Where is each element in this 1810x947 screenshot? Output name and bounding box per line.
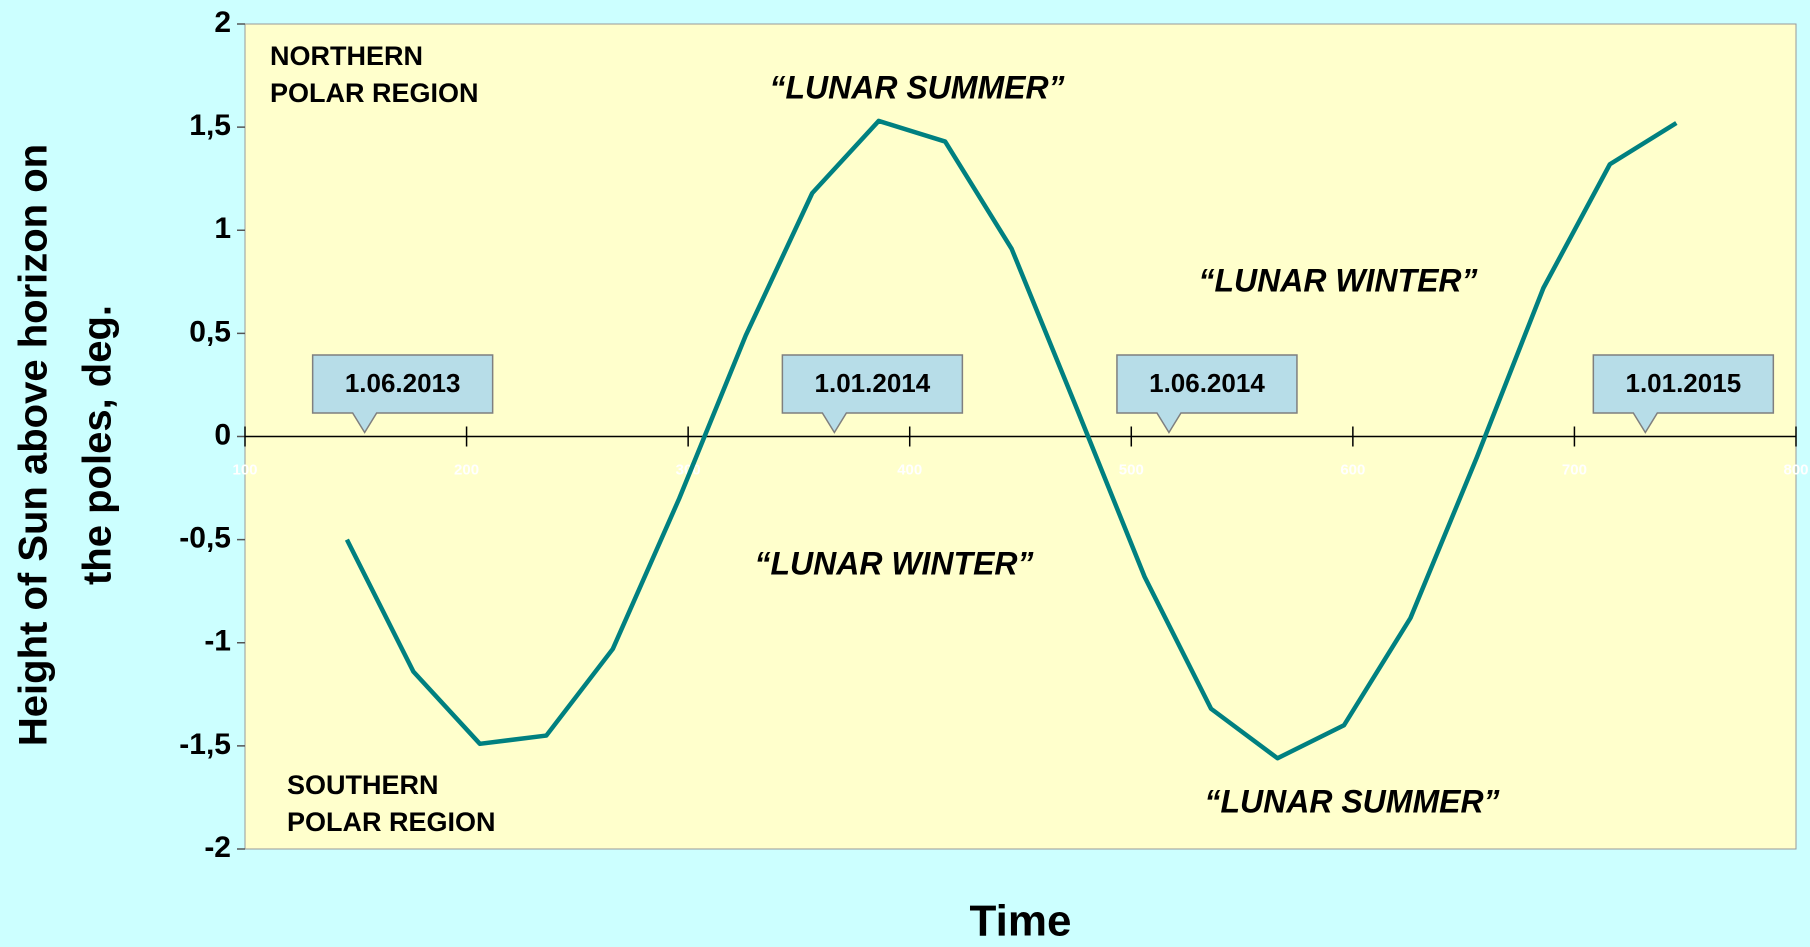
y-axis-title: the poles, deg. [76,305,120,585]
x-tick-label: 700 [1562,461,1587,478]
x-tick-label: 500 [1119,461,1144,478]
y-tick-label: -1,5 [179,728,231,761]
y-tick-label: -0,5 [179,522,231,555]
y-tick-label: 0 [214,418,231,451]
y-tick-label: 2 [214,6,231,39]
callout-box [311,354,494,434]
x-tick-label: 100 [232,461,257,478]
callout-box [781,354,964,434]
annotation: NORTHERN [270,41,423,71]
annotation: SOUTHERN [287,770,439,800]
x-tick-label: 800 [1783,461,1808,478]
callout-label: 1.01.2014 [815,368,931,398]
annotation: POLAR REGION [287,807,496,837]
callout-label: 1.06.2014 [1149,368,1265,398]
y-tick-label: -2 [204,831,231,864]
y-tick-label: 1,5 [189,109,231,142]
annotation: “LUNAR WINTER” [754,545,1033,581]
x-tick-label: 200 [454,461,479,478]
y-axis-title: Height of Sun above horizon on [12,144,56,746]
annotation: “LUNAR WINTER” [1198,262,1477,298]
x-axis-title: Time [970,897,1072,946]
annotation: POLAR REGION [270,78,479,108]
callout-box [1116,354,1298,434]
x-tick-label: 600 [1340,461,1365,478]
callout-box [1592,354,1775,434]
y-tick-label: 1 [214,212,231,245]
data-line [344,118,1678,761]
callout-label: 1.06.2013 [345,368,461,398]
x-tick-label: 400 [897,461,922,478]
annotation: “LUNAR SUMMER” [1204,783,1499,819]
annotation: “LUNAR SUMMER” [769,69,1064,105]
y-tick-label: -1 [204,625,231,658]
y-tick-label: 0,5 [189,315,231,348]
callout-label: 1.01.2015 [1625,368,1741,398]
